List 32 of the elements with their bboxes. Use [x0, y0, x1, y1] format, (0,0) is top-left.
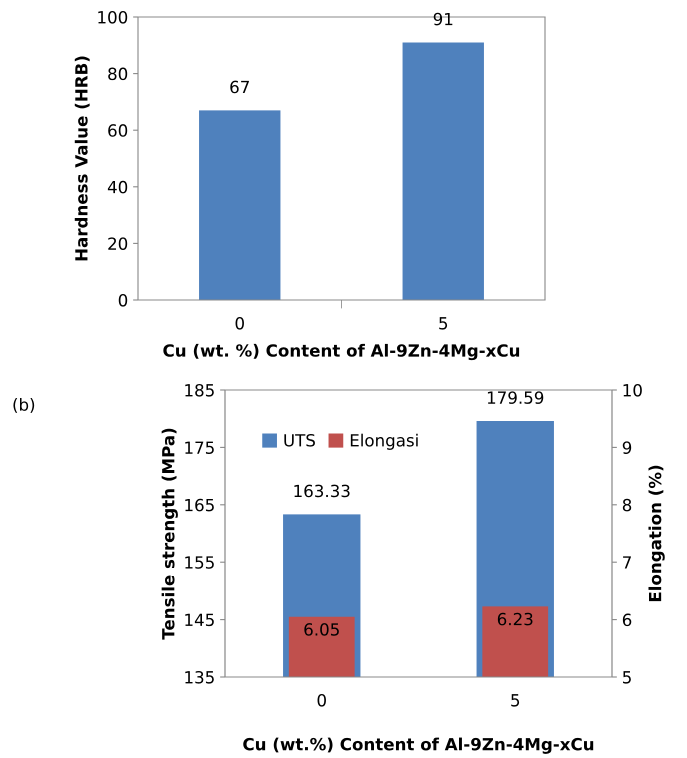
- y-tick-label: 135: [185, 670, 214, 684]
- y-tick-label: 0: [118, 294, 128, 307]
- y-tick-label: 20: [108, 237, 128, 250]
- y2-tick-label: 7: [623, 556, 631, 569]
- y-tick-label: 175: [185, 442, 214, 454]
- y-tick-label: 155: [185, 556, 214, 569]
- y-tick-label: 100: [98, 10, 128, 24]
- y-axis-title: Tensile strength (MPa): [162, 428, 178, 640]
- y-tick-label: 145: [185, 614, 214, 626]
- y-tick-label: 40: [108, 180, 128, 194]
- legend-label: Elongasi: [350, 434, 418, 450]
- data-label: 179.59: [488, 391, 544, 404]
- y2-tick-label: 5: [623, 671, 631, 684]
- data-label: 163.33: [294, 484, 350, 498]
- y2-tick-label: 8: [622, 498, 632, 512]
- y2-axis-title: Elongation (%): [648, 466, 665, 602]
- y-axis-title: Hardness Value (HRB): [74, 56, 90, 260]
- data-label: 67: [230, 80, 249, 94]
- legend-label: UTS: [284, 434, 315, 447]
- data-label: 91: [434, 12, 452, 26]
- x-axis-title: Cu (wt.%) Content of Al-9Zn-4Mg-xCu: [243, 738, 594, 754]
- y-tick-label: 165: [185, 498, 214, 512]
- y2-tick-label: 10: [624, 384, 642, 397]
- text: (b): [13, 398, 34, 413]
- x-axis-title: Cu (wt. %) Content of Al-9Zn-4Mg-xCu: [163, 344, 520, 360]
- data-label: 6.05: [304, 623, 339, 636]
- y2-tick-label: 6: [622, 614, 632, 626]
- data-label: 6.23: [498, 612, 532, 626]
- y2-tick-label: 9: [622, 441, 632, 454]
- y-tick-label: 60: [108, 124, 128, 137]
- y-tick-label: 185: [185, 384, 214, 397]
- y-tick-label: 80: [108, 68, 128, 80]
